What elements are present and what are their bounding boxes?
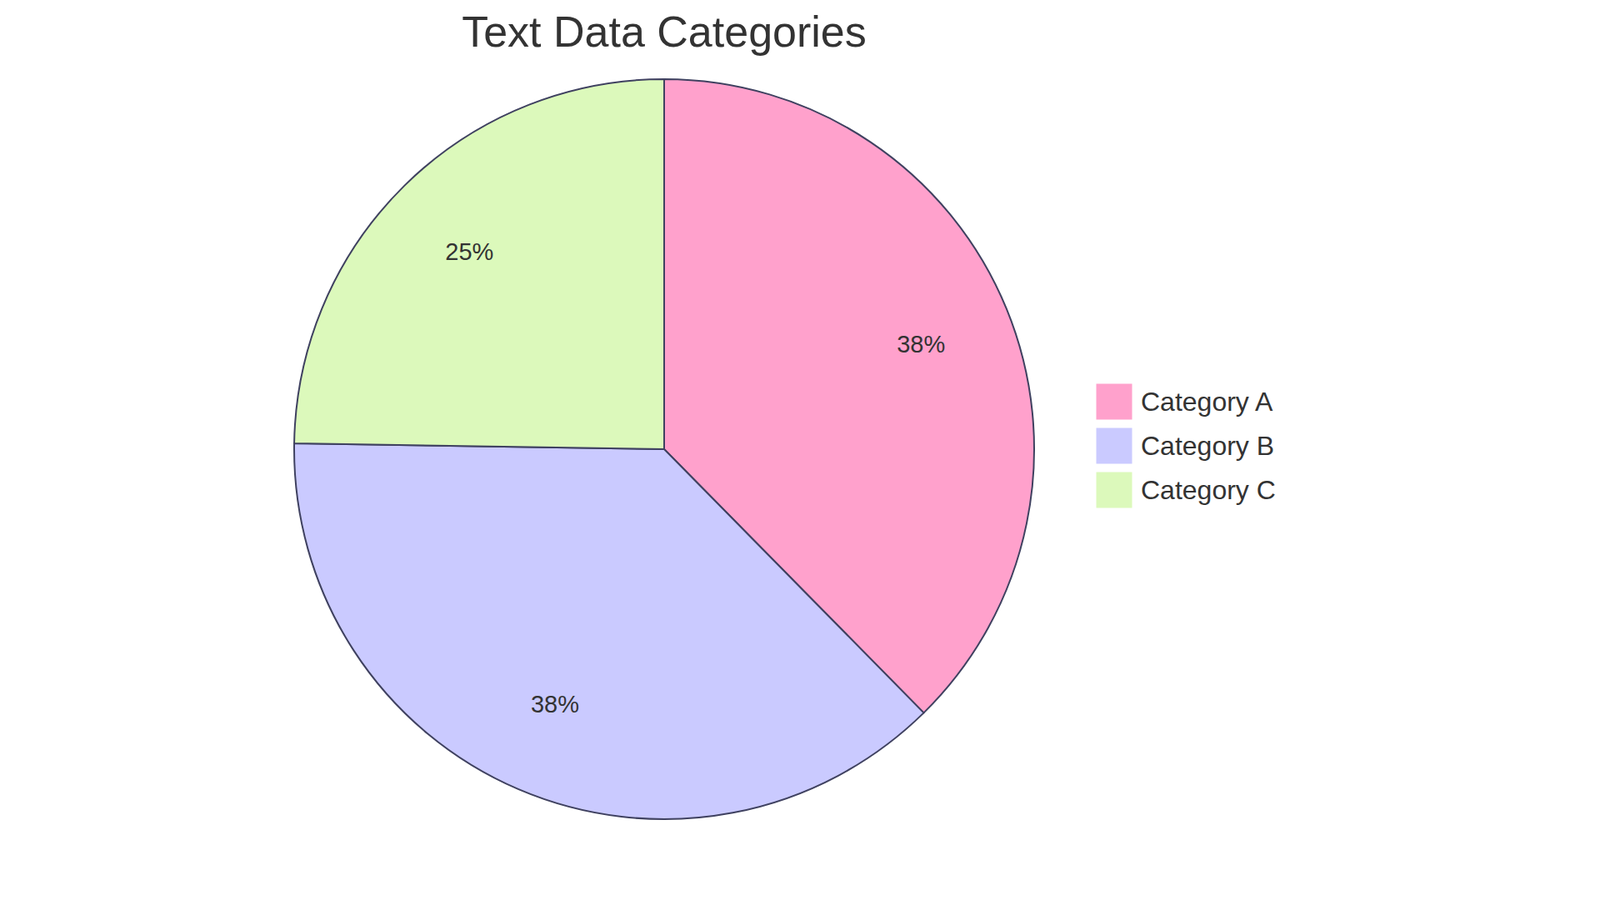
data-labels: 38% 38% 25% [445,238,945,718]
legend-swatch [1095,427,1133,465]
legend: Category A Category B Category C [1095,383,1276,509]
data-label: 38% [896,330,945,358]
data-label: 25% [445,238,494,265]
chart: Text Data Categories38%38%25%Category AC… [0,0,1600,900]
legend-entry: Category B [1095,427,1275,465]
data-label: 38% [530,690,580,718]
title: Text Data Categories [461,7,867,56]
pie [294,79,1035,820]
legend-label: Category C [1140,475,1276,505]
legend-swatch [1095,471,1133,509]
legend-entry: Category A [1095,383,1274,420]
legend-swatch [1095,383,1133,420]
legend-label: Category B [1140,430,1275,461]
legend-entry: Category C [1095,471,1276,509]
slice [294,79,665,450]
legend-label: Category A [1140,386,1274,417]
slice [294,443,925,820]
